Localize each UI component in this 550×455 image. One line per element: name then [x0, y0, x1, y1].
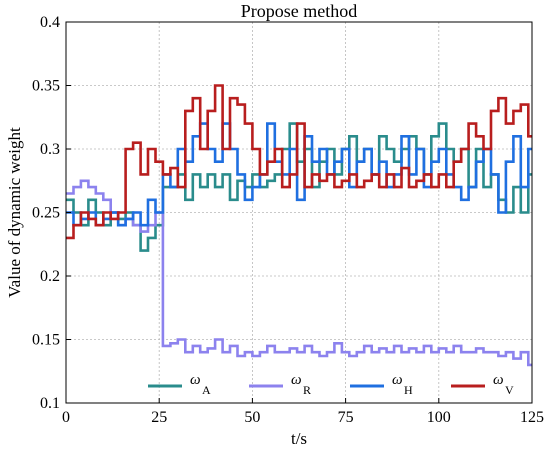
legend-subscript: V — [505, 383, 514, 397]
x-tick-label: 0 — [62, 409, 70, 426]
legend-subscript: H — [404, 383, 413, 397]
legend-symbol: ω — [493, 372, 504, 388]
legend-subscript: R — [303, 383, 311, 397]
series-line-r — [66, 179, 532, 367]
x-tick-label: 25 — [151, 409, 167, 426]
y-tick-label: 0.2 — [40, 268, 60, 285]
legend-subscript: A — [202, 383, 211, 397]
x-tick-label: 50 — [244, 409, 260, 426]
y-tick-label: 0.35 — [32, 78, 60, 95]
y-tick-label: 0.25 — [32, 205, 60, 222]
legend-symbol: ω — [190, 372, 201, 388]
series-lines — [66, 84, 532, 367]
series-line-h — [66, 122, 532, 227]
series-line-v — [66, 84, 532, 240]
x-tick-label: 125 — [520, 409, 544, 426]
legend-symbol: ω — [392, 372, 403, 388]
chart-title: Propose method — [241, 1, 358, 21]
x-tick-label: 75 — [338, 409, 354, 426]
y-axis-label: Value of dynamic weight — [5, 127, 24, 298]
legend-symbol: ω — [291, 372, 302, 388]
x-tick-label: 100 — [427, 409, 451, 426]
y-tick-label: 0.3 — [40, 141, 60, 158]
y-tick-label: 0.1 — [40, 395, 60, 412]
y-tick-label: 0.15 — [32, 332, 60, 349]
axis-ticks: 0 25 50 75 100 125 0.1 0.15 0.2 0.25 0.3 0.35 0.4 — [32, 14, 544, 426]
y-tick-label: 0.4 — [40, 14, 60, 31]
x-axis-label: t/s — [291, 429, 307, 448]
